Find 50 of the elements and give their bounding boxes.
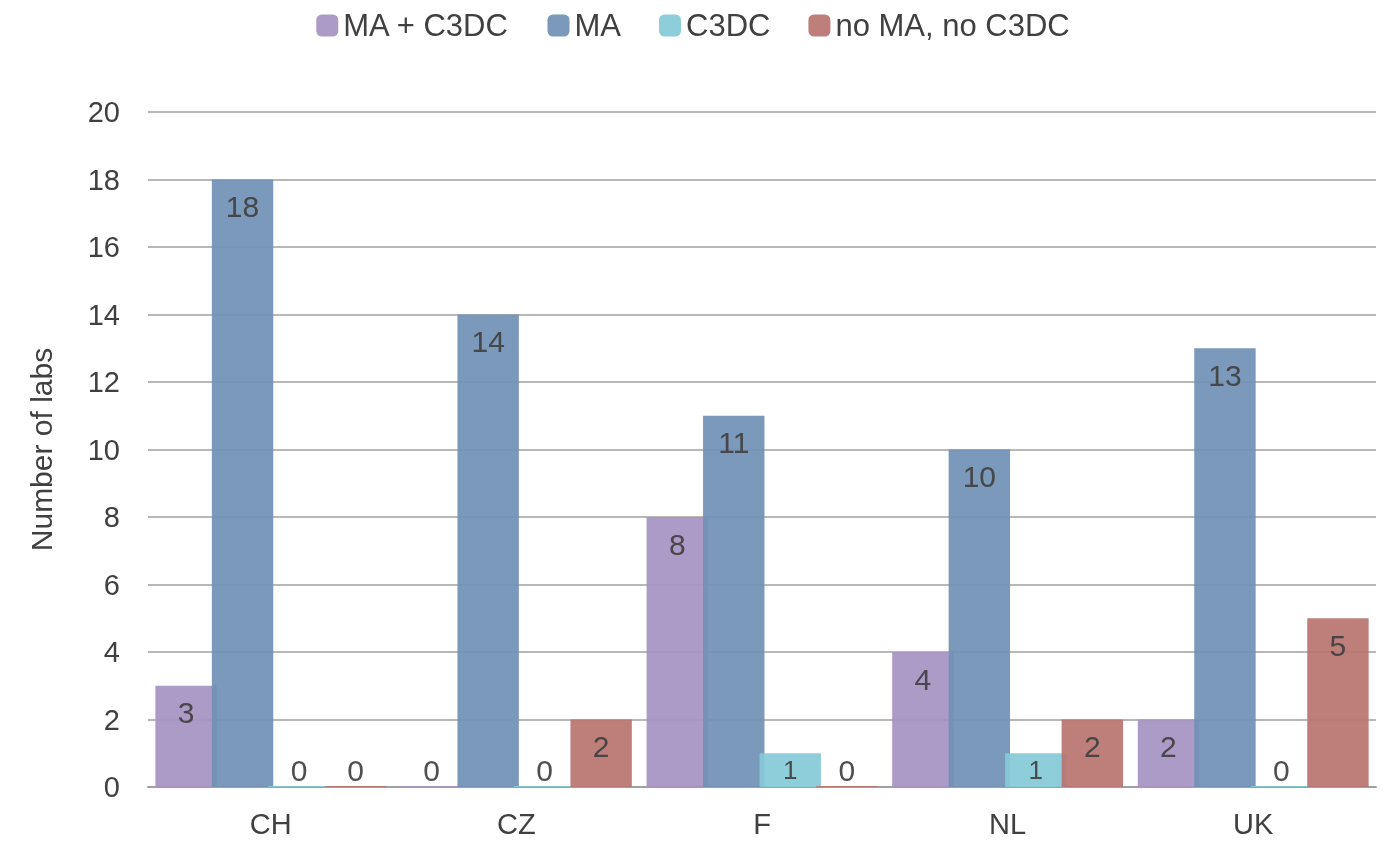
data-label: 0 bbox=[1273, 753, 1290, 787]
data-label: 18 bbox=[225, 190, 260, 223]
data-label: 8 bbox=[668, 527, 686, 561]
y-tick-label: 0 bbox=[103, 771, 120, 803]
legend-label: no MA, no C3DC bbox=[835, 8, 1070, 43]
y-tick-label: 12 bbox=[87, 366, 120, 398]
bar bbox=[703, 415, 765, 787]
y-tick-label: 10 bbox=[87, 433, 120, 466]
y-tick-label: 20 bbox=[87, 96, 120, 128]
data-label: 0 bbox=[290, 753, 308, 787]
data-label: 0 bbox=[423, 753, 441, 787]
data-label: 0 bbox=[536, 753, 553, 787]
data-label: 0 bbox=[838, 753, 856, 787]
data-label: 10 bbox=[962, 460, 997, 493]
data-label: 14 bbox=[471, 325, 505, 358]
legend-label: MA + C3DC bbox=[343, 8, 508, 43]
legend-label: MA bbox=[574, 8, 622, 43]
bar bbox=[759, 753, 821, 787]
data-label: 1 bbox=[1028, 755, 1044, 786]
bar bbox=[1194, 348, 1256, 787]
y-tick-label: 2 bbox=[103, 703, 120, 736]
x-tick-label: CZ bbox=[497, 807, 536, 840]
x-tick-label: F bbox=[753, 807, 771, 840]
data-label: 13 bbox=[1208, 358, 1242, 392]
bar bbox=[948, 449, 1011, 787]
data-label: 3 bbox=[177, 696, 195, 730]
y-tick-label: 4 bbox=[103, 636, 120, 668]
x-tick-label: CH bbox=[249, 807, 292, 840]
bar bbox=[211, 179, 274, 787]
y-tick-label: 18 bbox=[87, 163, 120, 196]
data-label: 1 bbox=[783, 755, 798, 786]
y-tick-label: 6 bbox=[103, 568, 120, 601]
y-tick-label: 16 bbox=[87, 231, 120, 263]
data-label: 11 bbox=[718, 426, 750, 460]
data-label: 0 bbox=[347, 753, 364, 787]
legend-label: C3DC bbox=[686, 8, 771, 43]
x-tick-label: NL bbox=[989, 807, 1027, 840]
bar bbox=[1061, 719, 1124, 787]
bar bbox=[1307, 618, 1369, 787]
y-tick-label: 8 bbox=[103, 501, 120, 533]
data-label: 4 bbox=[914, 662, 932, 696]
data-label: 2 bbox=[592, 730, 610, 763]
x-tick-label: UK bbox=[1233, 807, 1274, 840]
data-label: 2 bbox=[1083, 730, 1101, 763]
data-label: 5 bbox=[1329, 628, 1347, 662]
y-tick-label: 14 bbox=[87, 298, 120, 331]
y-axis-title: Number of labs bbox=[24, 347, 58, 552]
data-label: 2 bbox=[1160, 730, 1177, 763]
bar bbox=[457, 314, 519, 787]
bar bbox=[570, 719, 632, 787]
